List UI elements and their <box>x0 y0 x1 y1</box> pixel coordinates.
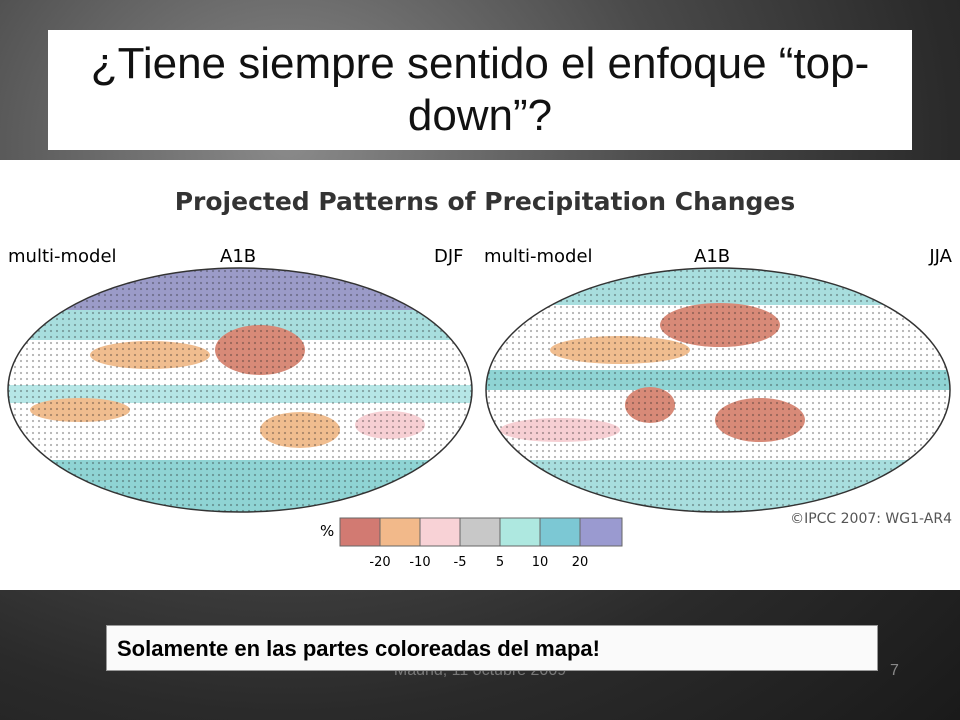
legend-tick: -20 <box>369 555 390 570</box>
map-left <box>8 268 472 512</box>
legend-tick: -10 <box>409 555 430 570</box>
panel-label: multi-model <box>484 246 593 267</box>
figure-title: Projected Patterns of Precipitation Chan… <box>175 187 796 216</box>
credit: ©IPCC 2007: WG1-AR4 <box>790 511 952 527</box>
legend-tick: -5 <box>454 555 467 570</box>
title-box: ¿Tiene siempre sentido el enfoque “top-d… <box>48 30 912 150</box>
page-number: 7 <box>890 662 899 679</box>
figure: Projected Patterns of Precipitation Chan… <box>0 160 960 590</box>
legend-unit: % <box>320 522 334 540</box>
panel-label: DJF <box>434 246 464 267</box>
legend-tick: 20 <box>572 555 589 570</box>
callout: Solamente en las partes coloreadas del m… <box>106 625 878 671</box>
colorbar <box>339 517 623 547</box>
panel-label: multi-model <box>8 246 117 267</box>
figure-svg: Projected Patterns of Precipitation Chan… <box>7 187 953 570</box>
panel-label: A1B <box>220 246 256 267</box>
slide-title: ¿Tiene siempre sentido el enfoque “top-d… <box>90 39 870 140</box>
panel-label: A1B <box>694 246 730 267</box>
panel-label: JJA <box>928 246 952 267</box>
legend-tick: 10 <box>532 555 549 570</box>
legend-tick: 5 <box>496 555 504 570</box>
map-right <box>486 268 950 512</box>
